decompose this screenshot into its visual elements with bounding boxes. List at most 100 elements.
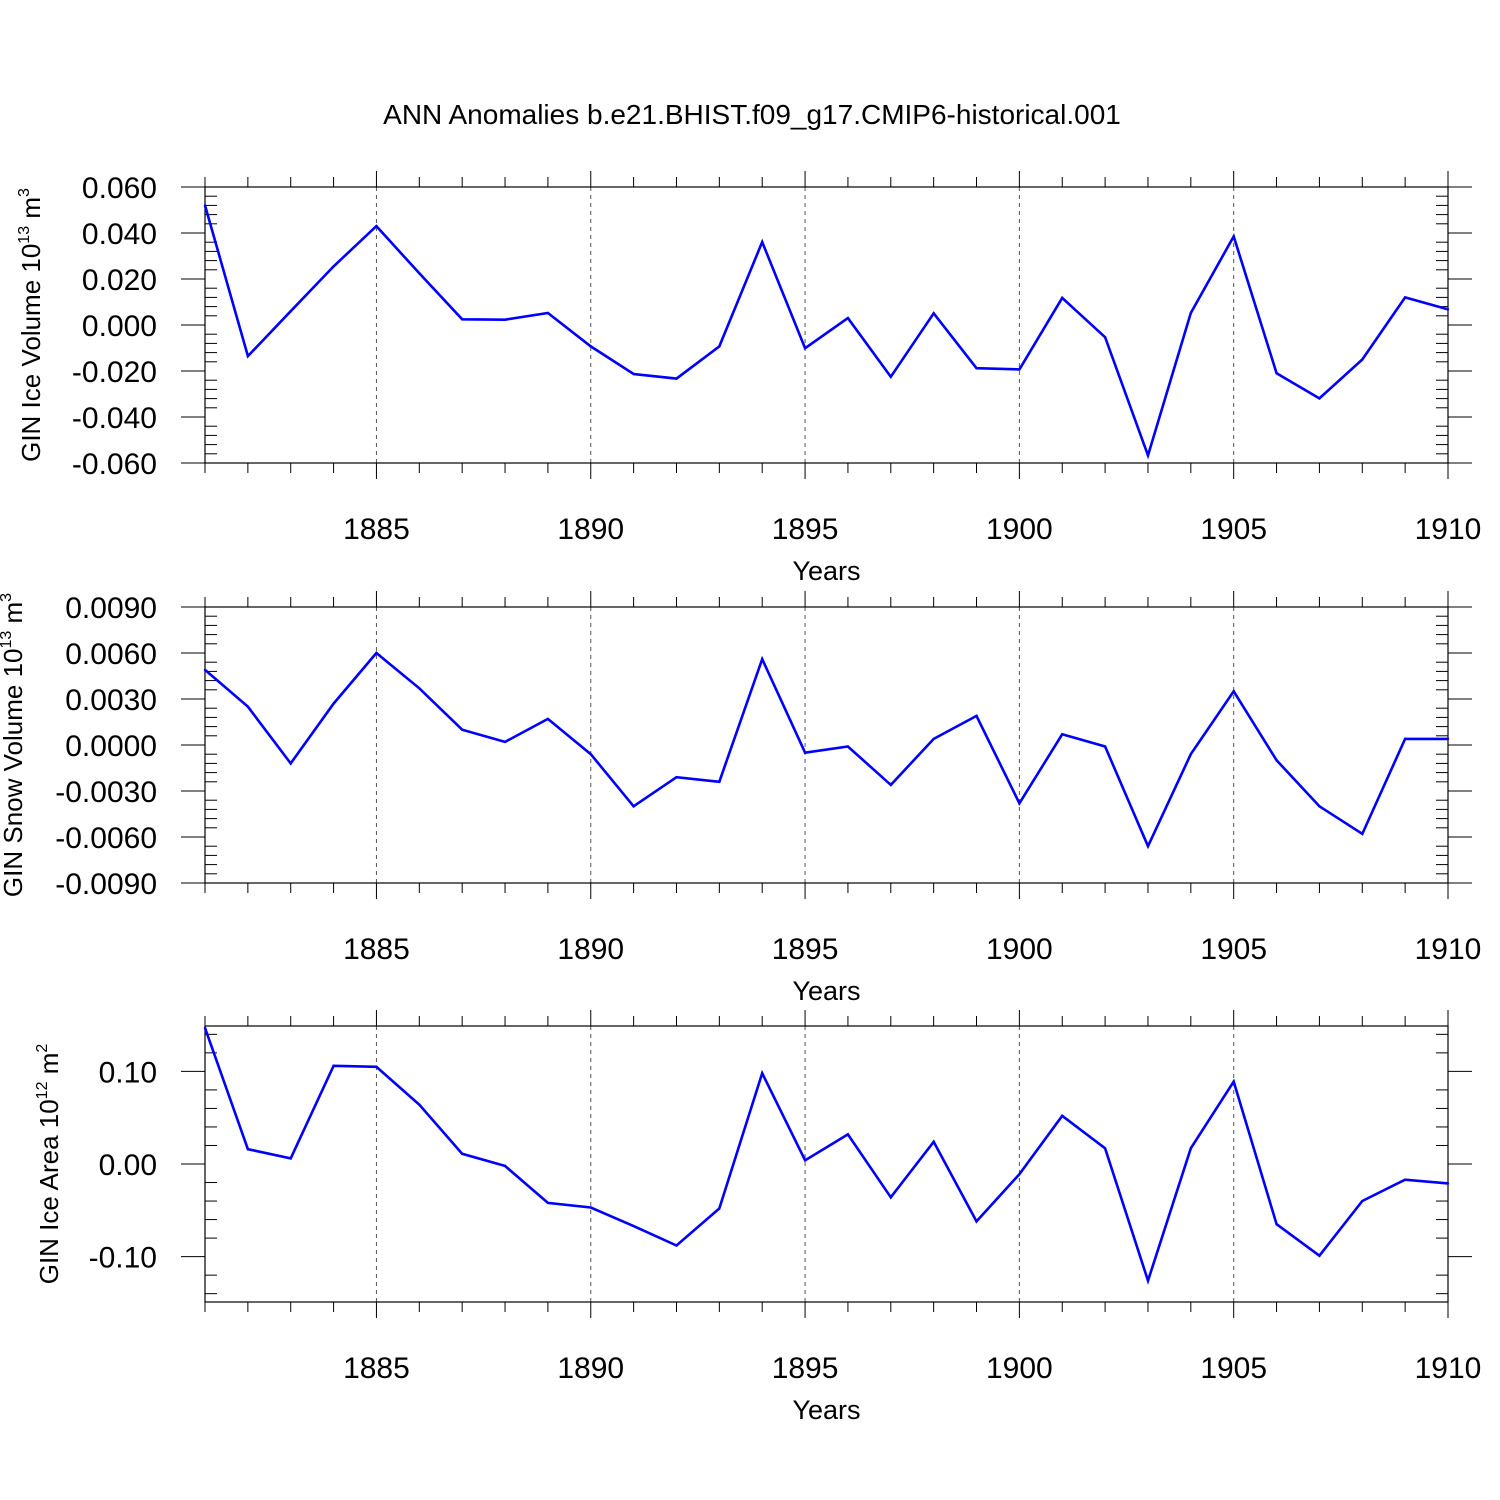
series-line	[203, 1027, 1449, 1285]
data-point-1898	[932, 312, 935, 315]
data-point-1894	[761, 240, 764, 244]
panel-3: -0.10 0.00 0.10 1885 1890 1895 1900 1905 1910 Yea…	[34, 1010, 1481, 1425]
y-tick-label: -0.0030	[55, 776, 157, 809]
data-point-1894	[761, 1072, 764, 1075]
x-tick-label: 1900	[986, 513, 1053, 546]
data-point-1895	[803, 751, 807, 754]
figure-title: ANN Anomalies b.e21.BHIST.f09_g17.CMIP6-…	[383, 99, 1121, 130]
data-point-1884	[332, 1064, 335, 1068]
y-axis-label: GIN Snow Volume 1013 m3	[0, 593, 28, 897]
data-point-1894	[761, 657, 764, 661]
data-point-1907	[1318, 805, 1321, 808]
data-point-1899	[975, 714, 978, 718]
series-line	[203, 205, 1449, 460]
x-axis-label: Years	[792, 976, 860, 1006]
y-tick-label: 0.040	[82, 218, 157, 251]
data-point-1893	[718, 780, 721, 783]
data-point-1887	[460, 728, 464, 731]
data-point-1885	[375, 1065, 378, 1068]
x-axis-label: Years	[792, 556, 860, 586]
y-tick-label: -0.0090	[55, 868, 157, 901]
data-point-1909	[1403, 296, 1407, 299]
data-point-1886	[418, 272, 421, 275]
data-point-1886	[418, 1103, 421, 1106]
x-tick-label: 1895	[772, 933, 839, 966]
data-point-1907	[1318, 397, 1321, 400]
data-point-1888	[503, 1164, 507, 1168]
x-tick-label: 1895	[772, 513, 839, 546]
x-tick-label: 1905	[1200, 513, 1267, 546]
data-point-1907	[1318, 1254, 1321, 1257]
panel-2: -0.0090 -0.0060 -0.0030 0.0000 0.0030 0.0060 0…	[0, 591, 1481, 1006]
y-tick-label: 0.060	[82, 172, 157, 205]
y-tick-label: -0.10	[89, 1242, 157, 1275]
x-tick-label: 1885	[343, 933, 410, 966]
data-point-1883	[289, 1157, 292, 1160]
x-tick-label: 1895	[772, 1352, 839, 1385]
data-point-1891	[632, 805, 635, 808]
data-point-1901	[1061, 733, 1064, 736]
y-axis-label: GIN Ice Area 1012 m2	[34, 1044, 64, 1285]
data-point-1881	[203, 1026, 207, 1030]
y-tick-label: 0.020	[82, 264, 157, 297]
x-tick-label: 1910	[1415, 1352, 1482, 1385]
data-point-1893	[718, 1207, 721, 1210]
data-point-1895	[803, 1159, 807, 1162]
data-point-1896	[846, 316, 850, 320]
x-axis-label: Years	[792, 1395, 860, 1425]
data-point-1886	[418, 687, 421, 690]
data-point-1887	[460, 318, 464, 321]
data-point-1900	[1018, 1172, 1021, 1176]
data-point-1882	[246, 1147, 250, 1151]
x-tick-label: 1885	[343, 513, 410, 546]
data-point-1909	[1403, 1178, 1407, 1181]
data-point-1891	[632, 1224, 635, 1228]
data-point-1902	[1103, 745, 1107, 748]
data-point-1888	[503, 318, 507, 321]
y-tick-label: -0.0060	[55, 822, 157, 855]
data-point-1906	[1275, 372, 1278, 375]
plot-frame	[204, 606, 1449, 884]
x-tick-label: 1890	[557, 1352, 624, 1385]
y-tick-label: 0.0030	[65, 684, 157, 717]
data-point-1899	[975, 367, 978, 370]
x-tick-label: 1890	[557, 933, 624, 966]
data-point-1906	[1275, 759, 1278, 762]
data-point-1889	[546, 311, 550, 315]
data-point-1909	[1403, 737, 1407, 741]
x-tick-label: 1885	[343, 1352, 410, 1385]
y-tick-label: -0.060	[72, 448, 157, 481]
data-point-1890	[589, 753, 592, 756]
data-point-1882	[246, 354, 250, 358]
data-point-1904	[1189, 311, 1193, 315]
data-point-1898	[932, 1140, 935, 1143]
data-point-1902	[1103, 1147, 1107, 1150]
data-point-1891	[632, 372, 635, 376]
data-point-1904	[1189, 753, 1193, 756]
data-point-1892	[675, 776, 678, 779]
data-point-1888	[503, 740, 507, 744]
data-point-1901	[1061, 1114, 1064, 1118]
x-tick-label: 1905	[1200, 1352, 1267, 1385]
data-point-1908	[1361, 832, 1364, 836]
y-tick-label: 0.10	[99, 1056, 157, 1089]
data-point-1882	[246, 705, 250, 708]
data-point-1887	[460, 1152, 464, 1156]
data-point-1883	[289, 762, 292, 765]
x-tick-label: 1900	[986, 1352, 1053, 1385]
data-point-1904	[1189, 1147, 1193, 1150]
series-line	[204, 651, 1448, 850]
data-point-1908	[1361, 358, 1364, 361]
data-point-1890	[589, 345, 592, 348]
data-point-1889	[546, 717, 550, 721]
data-point-1897	[889, 1196, 892, 1199]
data-point-1899	[975, 1220, 978, 1223]
data-point-1892	[675, 377, 678, 380]
data-point-1881	[203, 204, 207, 207]
x-tick-label: 1900	[986, 933, 1053, 966]
data-point-1890	[589, 1206, 592, 1209]
data-point-1893	[718, 345, 721, 348]
data-point-1903	[1146, 1279, 1150, 1282]
data-point-1889	[546, 1201, 550, 1205]
